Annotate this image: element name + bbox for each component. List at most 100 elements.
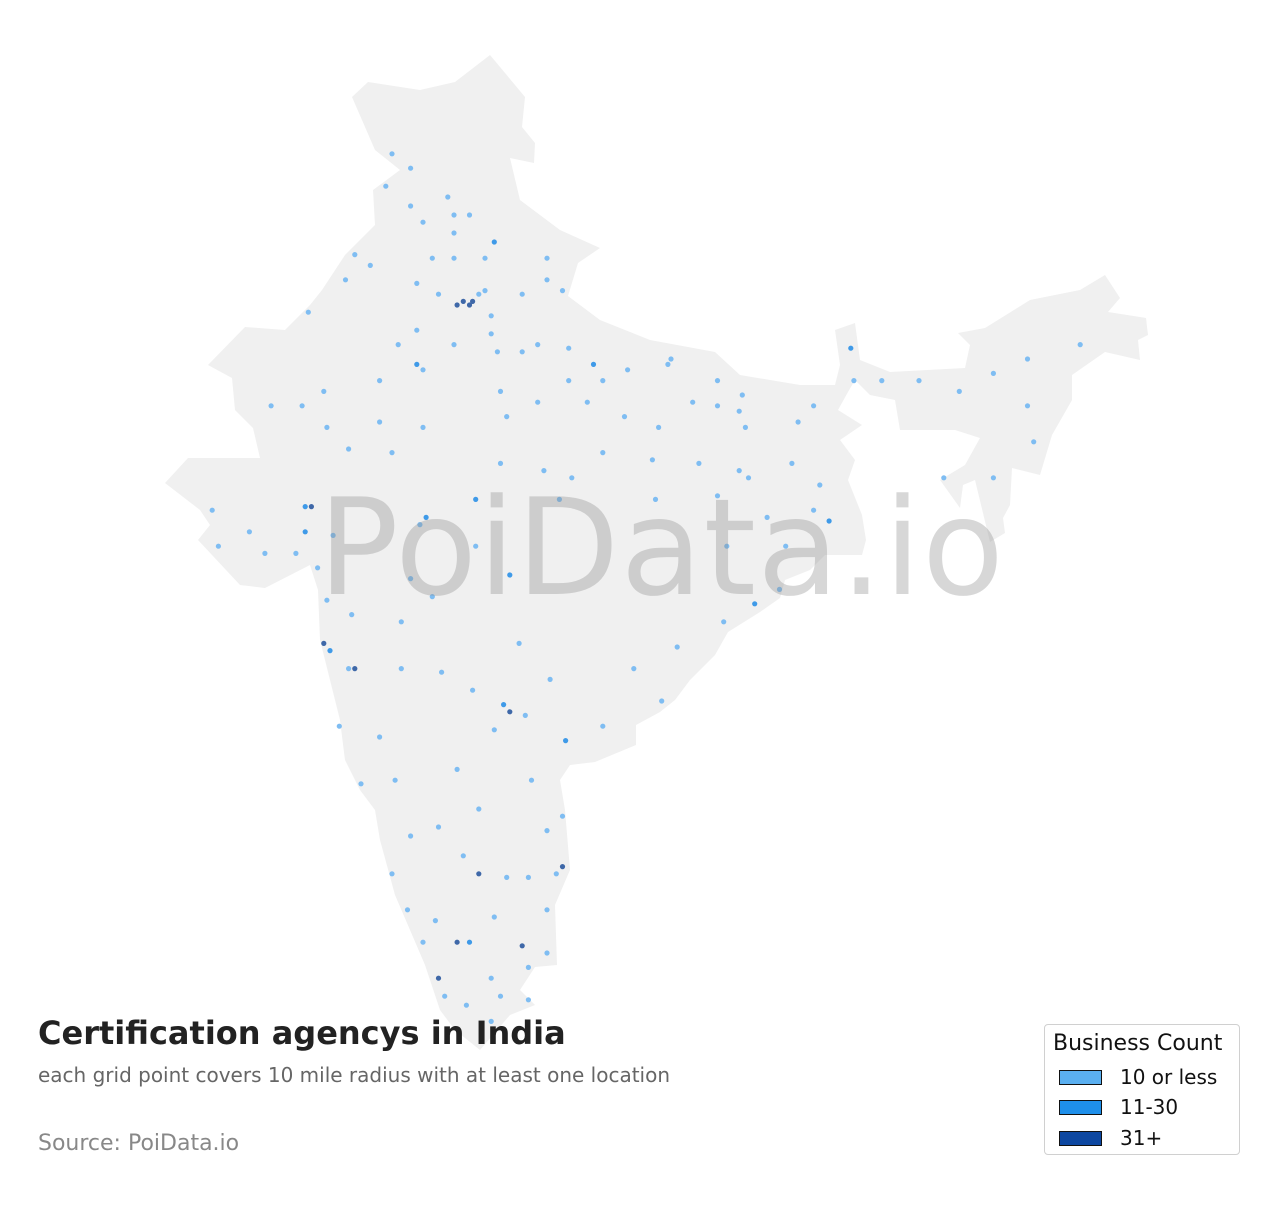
grid-point [535,399,541,405]
grid-point [324,597,330,603]
grid-point [544,907,550,913]
grid-point [525,874,532,881]
legend-item-mid: 11-30 [1059,1095,1178,1119]
grid-point [811,403,817,409]
legend-swatch [1059,1069,1102,1085]
grid-point [321,640,327,647]
grid-point [544,950,550,956]
grid-point [491,727,497,733]
grid-point [324,424,330,430]
grid-point [811,507,817,513]
grid-point [848,345,854,351]
grid-point [451,230,457,236]
grid-point [476,291,482,297]
grid-point [442,993,448,999]
grid-point [389,871,395,877]
grid-point [460,298,466,304]
watermark: PoiData.io [318,470,1006,626]
grid-point [352,252,358,258]
grid-point [724,543,730,549]
grid-point [454,939,460,945]
grid-point [501,702,507,708]
grid-point [377,419,383,425]
grid-point [293,550,299,557]
grid-point [417,522,423,528]
grid-point [668,356,674,362]
grid-point [466,212,473,218]
grid-point [435,824,442,830]
grid-point [398,666,404,672]
grid-point [215,543,221,549]
grid-point [451,342,457,348]
grid-point [507,572,513,578]
grid-point [795,419,801,425]
grid-point [488,1018,494,1024]
grid-point [420,939,426,945]
grid-point [525,964,532,971]
grid-point [414,327,420,333]
grid-point [432,918,438,924]
india-landmass [165,55,1148,1050]
grid-point [497,388,504,394]
grid-point [268,403,274,409]
grid-point [519,349,525,355]
grid-point [429,255,435,261]
grid-point [519,943,525,949]
grid-point [516,640,522,647]
grid-point [491,239,497,245]
grid-point [420,424,426,430]
legend: Business Count 10 or less 11-30 31+ [1044,1024,1240,1155]
grid-point [504,414,510,420]
grid-point [631,666,637,672]
grid-point [466,302,473,308]
grid-point [482,255,488,261]
grid-point [690,399,696,405]
grid-point [435,291,442,297]
grid-point [473,543,479,549]
grid-point [776,586,783,593]
grid-point [395,342,401,348]
grid-point [817,482,823,488]
grid-point [482,288,488,294]
grid-point [600,450,606,456]
grid-point [1031,439,1037,445]
grid-point [336,723,342,729]
grid-point [460,853,466,859]
grid-point [497,993,504,999]
grid-point [553,871,559,877]
grid-point [445,194,451,200]
grid-point [491,914,497,920]
grid-point [745,475,752,481]
grid-point [519,291,525,297]
grid-point [414,361,420,367]
grid-point [398,619,404,625]
grid-point [714,493,721,499]
source-note: Source: PoiData.io [38,1131,240,1156]
grid-point [470,298,476,304]
grid-point [522,712,528,719]
grid-point [736,468,742,474]
grid-point [916,378,922,384]
grid-point [377,734,383,740]
grid-point [721,619,727,625]
grid-point [1077,342,1083,348]
grid-point [556,496,563,502]
grid-point [990,370,997,376]
grid-point [739,392,745,398]
grid-point [209,507,215,513]
legend-label: 10 or less [1120,1065,1218,1089]
grid-point [714,403,721,409]
grid-point [408,203,414,209]
grid-point [473,496,479,502]
grid-point [358,781,364,787]
grid-point [408,833,414,839]
grid-point [488,313,494,319]
grid-point [674,644,680,650]
grid-point [352,666,358,672]
legend-swatch [1059,1130,1102,1146]
grid-point [439,669,445,675]
grid-point [563,738,569,744]
grid-point [470,687,476,693]
grid-point [488,975,494,981]
grid-point [956,388,962,394]
